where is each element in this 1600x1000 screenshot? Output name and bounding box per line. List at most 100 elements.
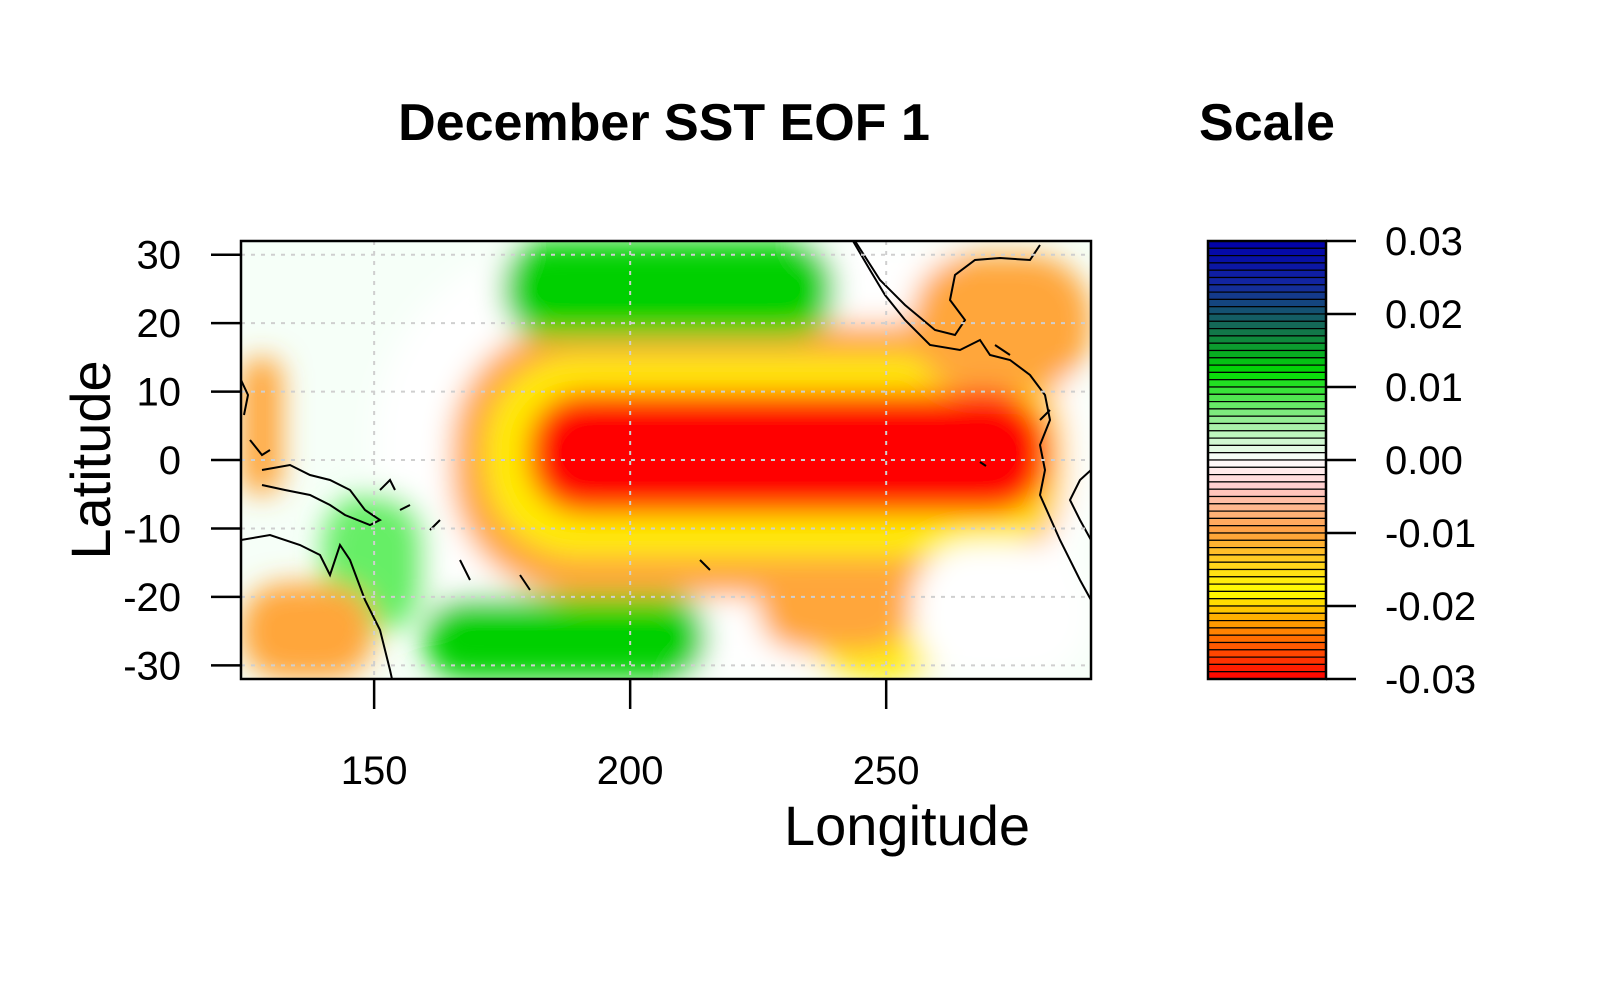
y-tick-label-30: 30 [137,234,182,278]
x-tick-label-200: 200 [597,749,664,793]
colorbar-band [1207,495,1327,505]
coastline-new-guinea [261,463,382,527]
colorbar-band [1207,554,1327,563]
colorbar-band [1207,284,1327,293]
field-region-12 [911,542,1091,679]
y-tick-label-20: 20 [137,302,182,346]
colorbar-band [1207,444,1327,454]
colorbar-band [1207,568,1327,578]
colorbar-tick-label: 0.03 [1385,220,1463,264]
colorbar-band [1207,466,1327,476]
y-tick-label--20: -20 [123,576,181,620]
colorbar-band [1207,649,1327,658]
colorbar-band [1207,269,1327,279]
colorbar-band [1207,401,1327,410]
colorbar-band [1207,262,1327,271]
colorbar-band [1207,335,1327,344]
colorbar-band [1207,320,1327,330]
colorbar-band [1207,503,1327,512]
colorbar-band [1207,364,1327,374]
coastline-south-america [1068,469,1091,541]
y-tick-label-0: 0 [159,439,181,483]
field-region-8 [241,583,375,679]
colorbar-band [1207,328,1327,337]
colorbar-tick-label: 0.00 [1385,439,1463,483]
colorbar-tick-label: -0.01 [1385,512,1476,556]
colorbar-band [1207,349,1327,359]
coastline-australia [241,533,393,679]
colorbar-band [1207,525,1327,534]
colorbar-band [1207,408,1327,417]
colorbar-tick-label: -0.03 [1385,658,1476,702]
colorbar-band [1207,342,1327,352]
y-axis-label: Latitude [59,360,122,559]
colorbar-band [1207,452,1327,461]
colorbar-band [1207,415,1327,425]
colorbar-band [1207,371,1327,381]
y-tick-label--30: -30 [123,644,181,688]
colorbar-band [1207,481,1327,490]
colorbar: 0.03 0.02 0.01 0.00 -0.01 -0.02 -0.03 [1206,220,1476,702]
colorbar-band [1207,298,1327,308]
coastlines [241,241,1091,679]
colorbar-band [1207,583,1327,592]
colorbar-band [1207,546,1327,556]
colorbar-title: Scale [1199,94,1335,152]
coastline-mexico [854,241,1041,337]
colorbar-band [1207,291,1327,301]
colorbar-band [1207,576,1327,585]
x-axis-label: Longitude [784,794,1030,857]
colorbar-band [1207,663,1327,673]
colorbar-band [1207,430,1327,439]
colorbar-tick-label: 0.01 [1385,366,1463,410]
y-axis: -30 -20 -10 0 10 20 30 [123,234,241,688]
field-region-6 [425,596,707,679]
colorbar-band [1207,474,1327,483]
colorbar-band [1207,627,1327,636]
colorbar-band [1207,605,1327,614]
colorbar-band [1207,590,1327,600]
coastline-asia [241,379,271,457]
colorbar-band [1207,393,1327,403]
colorbar-band [1207,459,1327,468]
field-region-13 [758,555,912,652]
grid [241,241,1091,679]
y-tick-label-10: 10 [137,371,182,415]
colorbar-band [1207,357,1327,366]
colorbar-band [1207,561,1327,571]
x-axis: 150 200 250 [341,679,920,793]
colorbar-band [1207,255,1327,264]
colorbar-band [1207,532,1327,541]
colorbar-band [1207,488,1327,498]
colorbar-tick-label: 0.02 [1385,293,1463,337]
colorbar-band [1207,437,1327,447]
colorbar-band [1207,276,1327,286]
colorbar-band [1207,379,1327,388]
colorbar-band [1207,539,1327,549]
chart-title: December SST EOF 1 [398,94,930,152]
colorbar-band [1207,641,1327,651]
colorbar-band [1207,598,1327,607]
colorbar-band [1207,306,1327,315]
field-region-9 [241,357,282,495]
colorbar-band [1207,656,1327,665]
colorbar-band [1207,634,1327,644]
colorbar-band [1207,517,1327,527]
y-tick-label--10: -10 [123,507,181,551]
x-tick-label-150: 150 [341,749,408,793]
field-region-3 [527,391,1051,515]
colorbar-band [1207,247,1327,257]
colorbar-band [1207,386,1327,395]
colorbar-band [1207,313,1327,322]
field-region-5 [578,241,784,310]
coastline-islands [379,344,1051,591]
coastline-americas [852,241,1091,601]
x-tick-label-250: 250 [853,749,920,793]
colorbar-tick-label: -0.02 [1385,585,1476,629]
colorbar-band [1207,422,1327,432]
colorbar-band [1207,619,1327,629]
colorbar-band [1207,510,1327,520]
colorbar-band [1207,612,1327,622]
